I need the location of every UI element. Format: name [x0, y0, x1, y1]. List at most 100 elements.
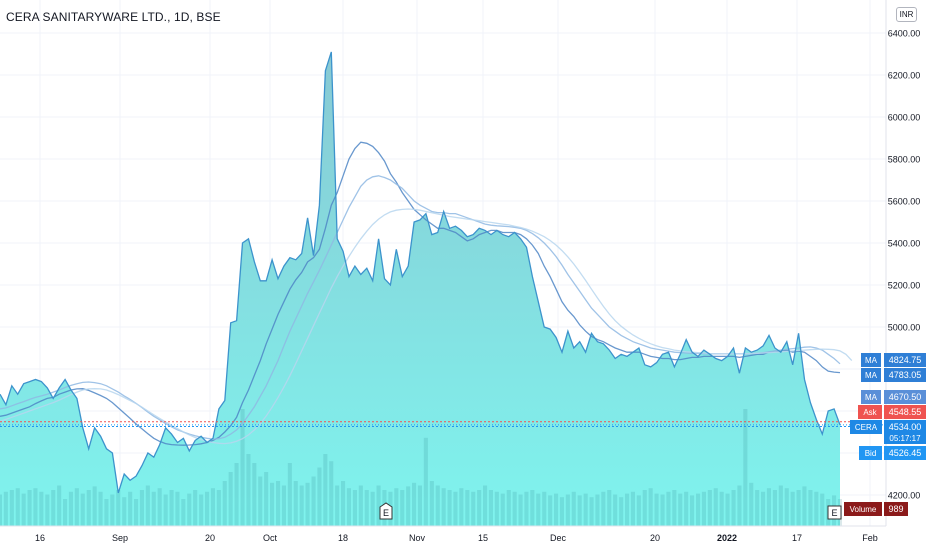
- volume-tag[interactable]: Volume 989: [844, 502, 908, 516]
- volume-bar: [45, 494, 50, 526]
- time-tick-label: Feb: [862, 533, 878, 543]
- volume-bar: [642, 490, 647, 526]
- ma-price-tag[interactable]: MA 4824.75: [861, 353, 926, 367]
- volume-bar: [630, 491, 635, 526]
- volume-bar: [110, 494, 115, 526]
- volume-bar: [352, 490, 357, 526]
- volume-bar: [193, 490, 198, 526]
- ma-tag-label: MA: [865, 371, 878, 380]
- event-marker-label: E: [831, 508, 837, 518]
- price-axis[interactable]: 6400.00 6200.00 6000.00 5800.00 5600.00 5400.…: [888, 29, 921, 501]
- earnings-event-marker[interactable]: E: [827, 505, 842, 520]
- volume-bar: [116, 490, 121, 526]
- volume-bar: [15, 488, 20, 526]
- volume-bar: [506, 490, 511, 526]
- ma-line-1: [0, 141, 841, 446]
- volume-bar: [181, 499, 186, 526]
- volume-bar: [814, 491, 819, 526]
- volume-bar: [33, 488, 38, 526]
- ask-value: 4548.55: [889, 407, 922, 417]
- volume-bar: [98, 491, 103, 526]
- volume-bar: [329, 461, 334, 526]
- price-tick-label: 5400.00: [888, 239, 921, 249]
- ma-value: 4824.75: [889, 355, 922, 365]
- ma-value: 4783.05: [889, 370, 922, 380]
- volume-bar: [0, 494, 2, 526]
- volume-bar: [205, 491, 210, 526]
- currency-badge[interactable]: INR: [896, 7, 917, 22]
- volume-bar: [607, 490, 612, 526]
- time-tick-label: 20: [650, 533, 660, 543]
- volume-bar: [731, 490, 736, 526]
- time-tick-label: 15: [478, 533, 488, 543]
- volume-bar: [394, 488, 399, 526]
- volume-bar: [305, 482, 310, 526]
- volume-bar: [51, 490, 56, 526]
- volume-bar: [441, 488, 446, 526]
- volume-bar: [417, 485, 422, 526]
- last-price-tag[interactable]: CERA 4534.00 05:17:17: [850, 420, 926, 444]
- volume-bar: [323, 454, 328, 526]
- volume-bar: [589, 497, 594, 526]
- volume-bar: [228, 472, 233, 526]
- time-axis[interactable]: 16 Sep 20 Oct 18 Nov 15 Dec 20 2022 17 Feb: [35, 533, 878, 543]
- volume-bar: [548, 495, 553, 526]
- volume-bar: [636, 495, 641, 526]
- volume-bar: [678, 493, 683, 526]
- chart-title: CERA SANITARYWARE LTD., 1D, BSE: [6, 10, 221, 24]
- volume-bar: [21, 493, 26, 526]
- ma-line-3: [0, 208, 853, 445]
- volume-bar: [287, 463, 292, 526]
- volume-bar: [406, 486, 411, 526]
- volume-bar: [737, 485, 742, 526]
- volume-bar: [80, 493, 85, 526]
- volume-bar: [447, 490, 452, 526]
- volume-bar: [500, 493, 505, 526]
- ma-price-tag[interactable]: MA 4783.05: [861, 368, 926, 382]
- volume-bar: [755, 490, 760, 526]
- volume-bar: [86, 490, 91, 526]
- volume-bar: [577, 495, 582, 526]
- volume-bar: [471, 491, 476, 526]
- time-tick-label: 18: [338, 533, 348, 543]
- volume-bar: [412, 482, 417, 526]
- volume-bar: [27, 490, 32, 526]
- volume-bar: [518, 494, 523, 526]
- volume-bar: [240, 409, 245, 526]
- volume-bar: [311, 476, 316, 526]
- volume-bar: [335, 485, 340, 526]
- price-tick-label: 6400.00: [888, 29, 921, 39]
- volume-tag-label: Volume: [850, 505, 877, 514]
- volume-bar: [796, 490, 801, 526]
- time-tick-label: 17: [792, 533, 802, 543]
- volume-bar: [583, 493, 588, 526]
- volume-bar: [358, 485, 363, 526]
- price-tick-label: 4200.00: [888, 491, 921, 501]
- volume-bar: [151, 491, 156, 526]
- earnings-event-marker[interactable]: E: [379, 502, 393, 520]
- time-tick-label: Dec: [550, 533, 567, 543]
- volume-bar: [778, 485, 783, 526]
- bid-price-tag[interactable]: Bid 4526.45: [859, 446, 926, 460]
- volume-bar: [57, 485, 62, 526]
- volume-bar: [216, 490, 221, 526]
- volume-bar: [364, 490, 369, 526]
- price-tick-label: 5800.00: [888, 155, 921, 165]
- volume-bar: [199, 494, 204, 526]
- ask-price-tag[interactable]: Ask 4548.55: [858, 405, 926, 419]
- volume-bar: [423, 437, 428, 526]
- volume-bar: [542, 491, 547, 526]
- time-tick-label: Nov: [409, 533, 426, 543]
- volume-bar: [660, 494, 665, 526]
- volume-bar: [169, 490, 174, 526]
- volume-bar: [625, 493, 630, 526]
- volume-value: 989: [888, 504, 903, 514]
- volume-bar: [293, 481, 298, 526]
- volume-bar: [536, 493, 541, 526]
- bar-countdown: 05:17:17: [889, 434, 921, 443]
- volume-bar: [63, 499, 68, 526]
- ma-price-tag[interactable]: MA 4670.50: [861, 390, 926, 404]
- volume-bar: [672, 490, 677, 526]
- volume-bar: [749, 482, 754, 526]
